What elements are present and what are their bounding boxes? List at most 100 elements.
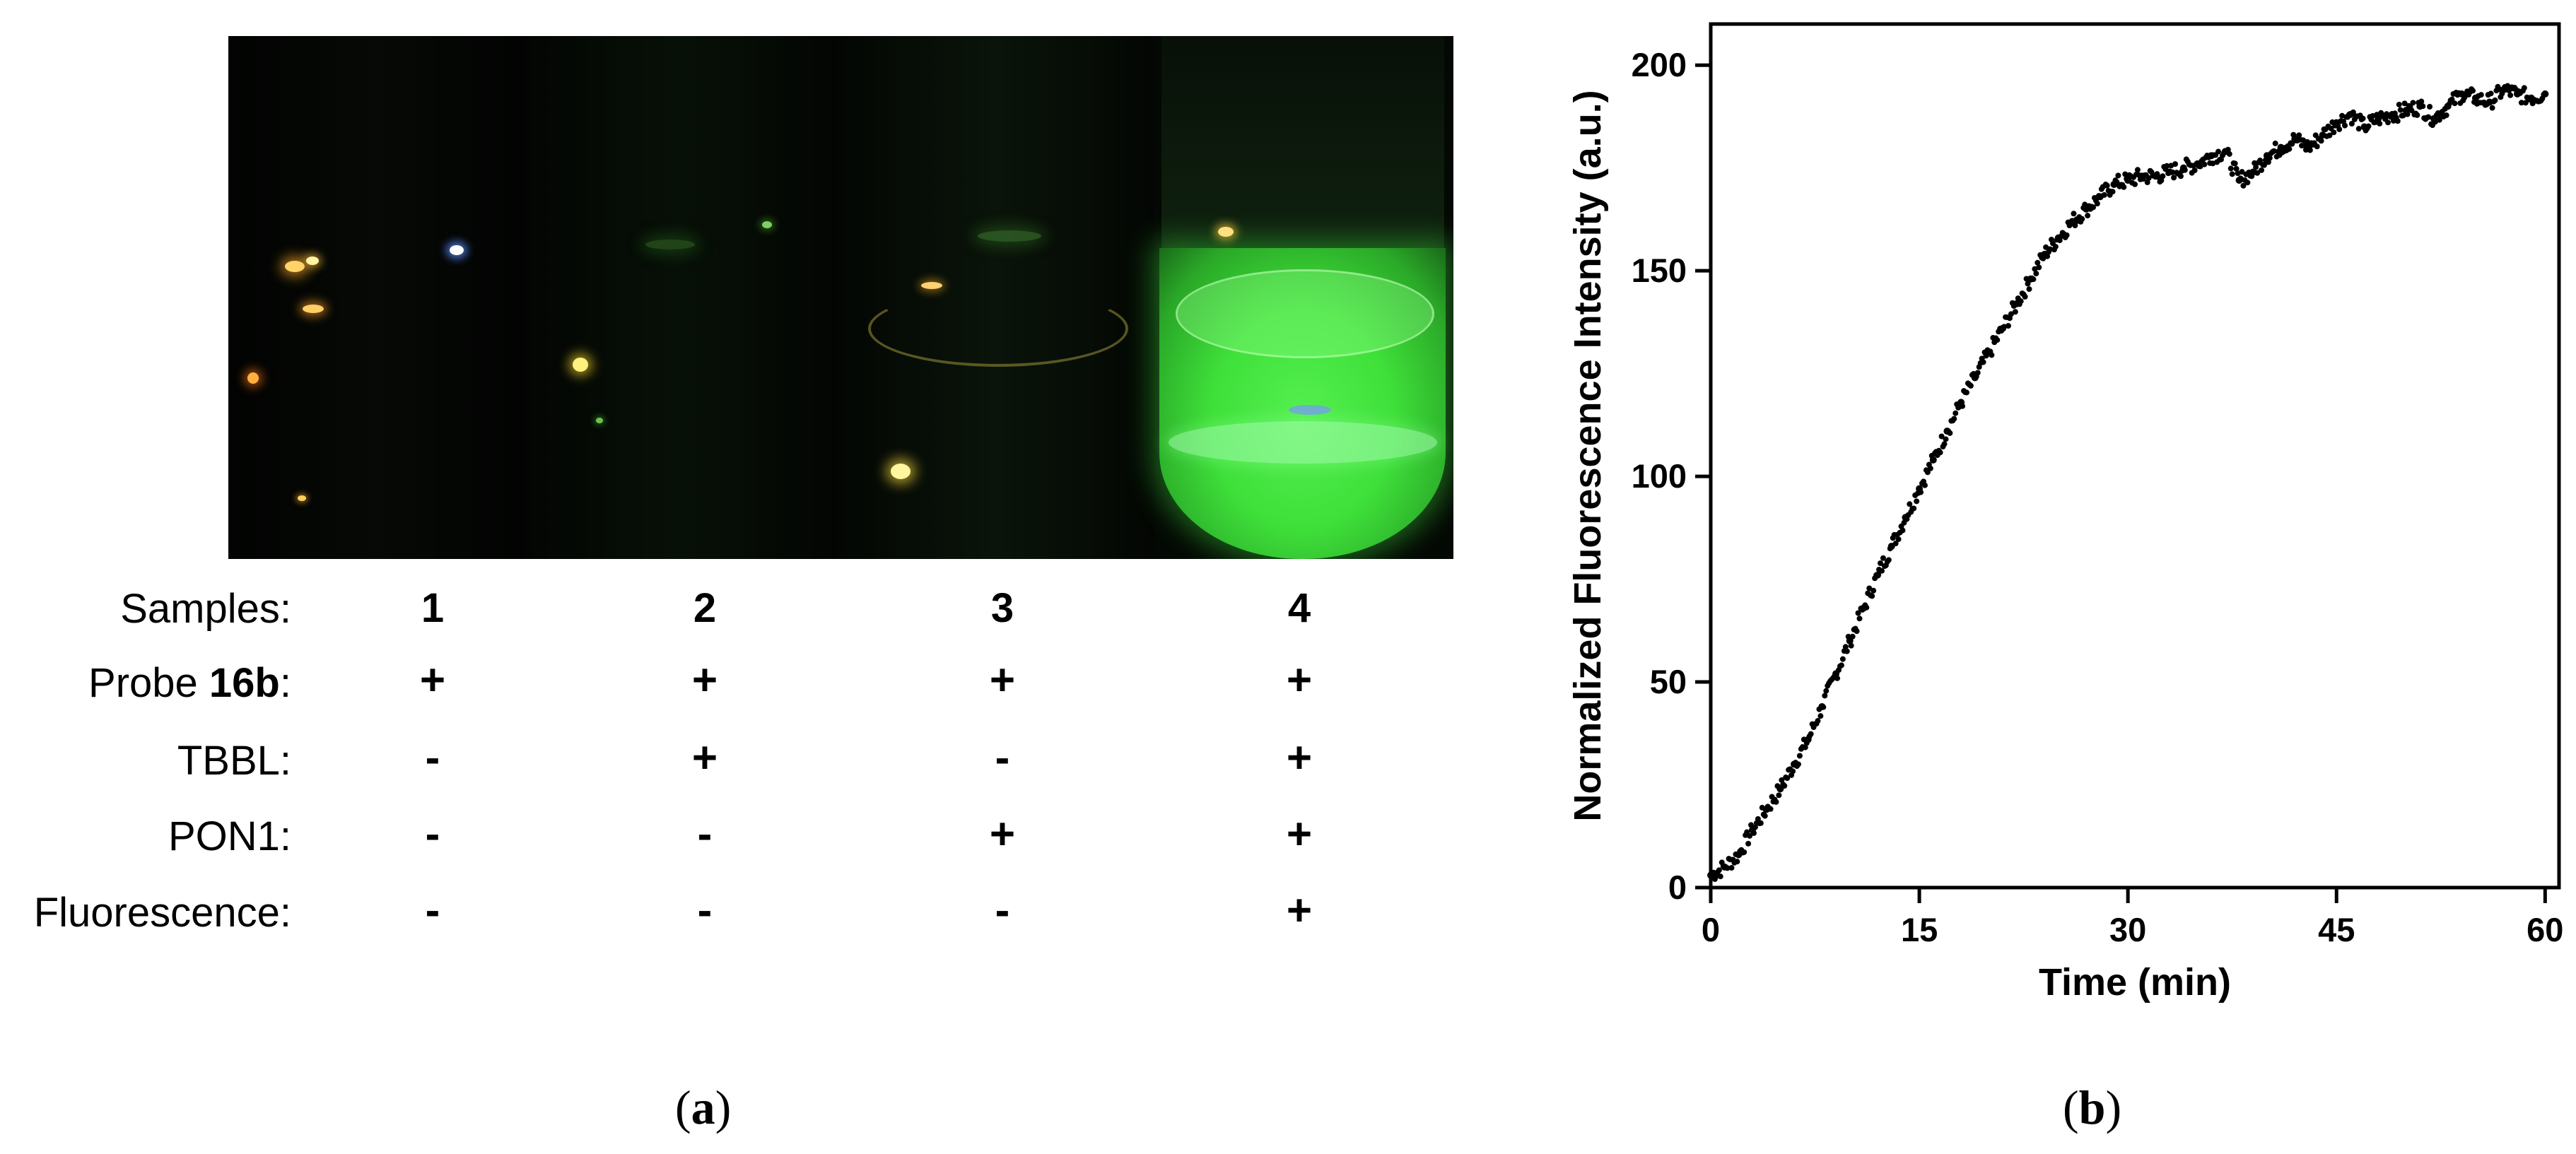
data-point <box>2121 184 2127 190</box>
data-point <box>1974 370 1981 376</box>
data-point <box>2414 112 2420 118</box>
data-point <box>2360 115 2366 122</box>
data-point <box>1899 527 1906 534</box>
data-point <box>1808 731 1814 737</box>
data-point <box>2328 125 2334 131</box>
data-point <box>2488 90 2494 97</box>
data-point <box>2385 119 2391 126</box>
data-point <box>1717 873 1723 880</box>
data-point <box>1866 585 1873 591</box>
y-tick-label: 0 <box>1668 869 1687 906</box>
data-point <box>1747 832 1753 839</box>
data-point <box>1748 822 1755 828</box>
data-point <box>1716 867 1722 873</box>
data-point <box>1927 465 1933 471</box>
data-point <box>1773 799 1779 805</box>
data-point <box>2201 161 2208 167</box>
data-point <box>1795 761 1801 767</box>
data-point <box>2355 126 2362 132</box>
data-point <box>2420 103 2426 110</box>
data-point <box>2410 100 2416 106</box>
vial-1-glint <box>306 257 319 265</box>
data-point <box>2244 179 2251 186</box>
data-point <box>2079 216 2085 222</box>
data-point <box>1750 830 1757 836</box>
sample-number: 2 <box>693 585 717 631</box>
data-point <box>2377 120 2383 126</box>
data-point <box>2035 259 2041 266</box>
data-point <box>2025 281 2031 287</box>
data-point <box>1921 482 1928 488</box>
data-point <box>2063 232 2070 238</box>
probe-label: Probe 16b: <box>88 660 291 706</box>
data-point <box>2022 293 2028 300</box>
data-point <box>2090 204 2096 211</box>
data-point <box>2101 192 2107 198</box>
data-point <box>2008 311 2014 317</box>
tbbl-sign: - <box>995 734 1010 782</box>
data-point <box>2342 122 2348 129</box>
data-point <box>1848 642 1854 649</box>
pon1-label: PON1: <box>168 813 291 859</box>
x-tick-label: 15 <box>1901 911 1938 948</box>
data-point <box>1907 501 1913 507</box>
y-tick-label: 150 <box>1632 252 1687 289</box>
data-point <box>2071 211 2077 217</box>
data-point <box>2326 132 2333 139</box>
vial-1-glint <box>303 305 324 313</box>
data-point <box>2012 309 2018 315</box>
data-point <box>1947 430 1953 436</box>
data-point <box>1784 775 1791 782</box>
data-point <box>1937 449 1943 456</box>
sample-number: 4 <box>1287 585 1311 631</box>
data-point <box>2033 271 2039 277</box>
data-point <box>2331 129 2337 136</box>
data-point <box>1856 616 1863 622</box>
data-point <box>1823 688 1829 694</box>
tbbl-sign: - <box>425 734 440 782</box>
data-point <box>1724 865 1731 871</box>
panel-a: Samples: Probe 16b: TBBL: PON1: Fluoresc… <box>34 36 1453 1134</box>
data-point <box>2072 223 2078 229</box>
data-point <box>2427 103 2433 110</box>
probe-sign: + <box>989 656 1016 705</box>
data-point <box>1980 359 1986 365</box>
data-point <box>1745 840 1752 847</box>
sample-number: 3 <box>990 585 1014 631</box>
pon1-sign: + <box>1286 810 1313 859</box>
data-point <box>2115 172 2121 179</box>
data-point <box>2336 126 2343 132</box>
data-point <box>2145 175 2152 181</box>
data-point <box>2104 182 2110 189</box>
pon1-sign: - <box>697 810 713 859</box>
data-point <box>1938 433 1945 440</box>
data-point <box>2408 107 2415 114</box>
data-point <box>2144 179 2150 186</box>
y-axis-label: Normalized Fluorescence Intensity (a.u.) <box>1567 90 1609 821</box>
data-point <box>1802 744 1808 750</box>
vial-2 <box>525 36 836 559</box>
fluorescence-chart: 0 50 100 150 200 0 15 30 45 60 Time (min) Normali… <box>1567 22 2563 1003</box>
data-point <box>2215 148 2222 155</box>
data-point <box>1817 713 1824 719</box>
vial-2-glint <box>645 240 695 249</box>
data-point <box>2047 246 2053 252</box>
vial-1-glint <box>285 261 305 272</box>
vial-1-glint <box>450 245 464 255</box>
plot-area <box>1707 83 2549 883</box>
data-point <box>1844 648 1850 654</box>
fluorescence-sign: - <box>697 886 713 935</box>
data-point <box>2478 92 2484 98</box>
data-point <box>2307 147 2313 153</box>
data-point <box>1941 441 1948 447</box>
panel-b-caption: (b) <box>2063 1081 2122 1134</box>
axes: 0 50 100 150 200 0 15 30 45 60 <box>1632 22 2563 948</box>
fluorescence-sign: - <box>425 886 440 935</box>
data-point <box>1796 753 1803 759</box>
data-point <box>2109 189 2116 195</box>
vial-2-glint <box>573 358 588 372</box>
probe-sign: + <box>1286 656 1313 705</box>
samples-label: Samples: <box>120 586 291 632</box>
data-point <box>2254 170 2261 176</box>
data-point <box>1989 352 1995 358</box>
